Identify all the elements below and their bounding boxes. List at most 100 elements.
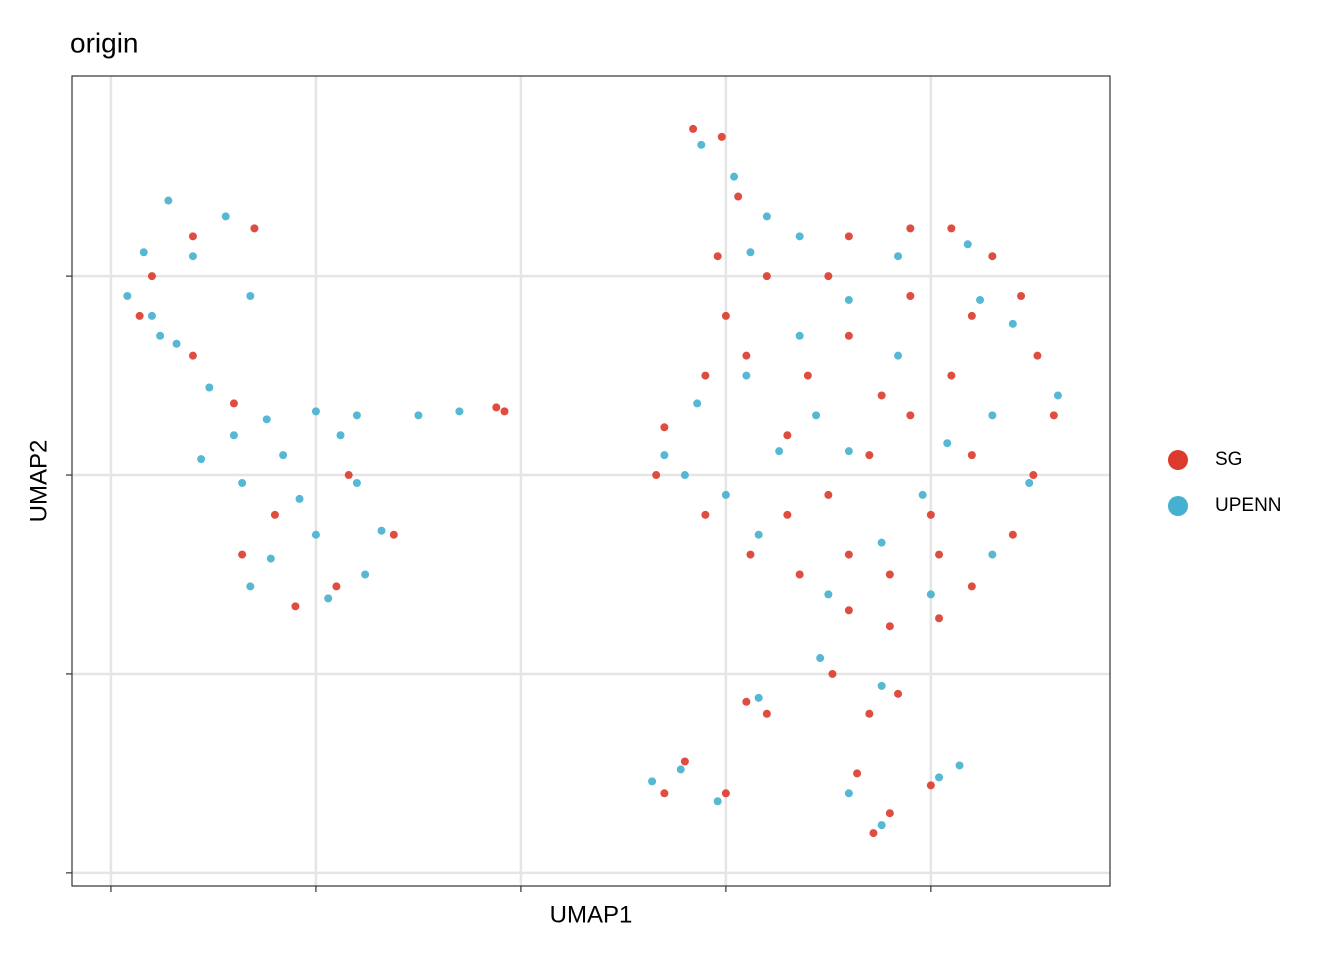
point [894,351,903,360]
point [389,530,398,539]
point [935,614,944,623]
point [1025,478,1034,487]
point [762,709,771,718]
point [455,407,464,416]
point [270,510,279,519]
point [926,510,935,519]
point [291,602,300,611]
point [844,447,853,456]
point [734,192,743,201]
point [762,212,771,221]
legend-swatch [1168,450,1188,470]
point [844,232,853,241]
point [693,399,702,408]
point [742,351,751,360]
point [352,478,361,487]
point [680,471,689,480]
point [947,224,956,233]
point [894,689,903,698]
point [947,371,956,380]
point [188,351,197,360]
point [721,311,730,320]
point [918,490,927,499]
point [500,407,509,416]
point [812,411,821,420]
point [697,140,706,149]
point [164,196,173,205]
point [877,821,886,830]
point [906,411,915,420]
point [123,292,132,301]
point [816,654,825,663]
point [844,789,853,798]
point [717,132,726,141]
point [262,415,271,424]
point [713,797,722,806]
point [865,709,874,718]
point [943,439,952,448]
point [147,311,156,320]
point [935,773,944,782]
point [336,431,345,440]
point [660,423,669,432]
point [935,550,944,559]
point [229,431,238,440]
point [885,622,894,631]
point [877,391,886,400]
point [721,490,730,499]
legend-label: SG [1215,449,1242,470]
point [762,272,771,281]
point [967,451,976,460]
point [660,451,669,460]
point [324,594,333,603]
point [828,669,837,678]
point [721,789,730,798]
point [414,411,423,420]
legend-label: UPENN [1215,495,1282,516]
panel-border [71,75,1111,887]
point [188,232,197,241]
point [344,471,353,480]
point [238,478,247,487]
point [295,494,304,503]
point [229,399,238,408]
legend-swatch [1168,496,1188,516]
point [680,757,689,766]
point [926,590,935,599]
point [988,252,997,261]
point [754,530,763,539]
point [746,550,755,559]
point [311,530,320,539]
point [746,248,755,257]
point [689,124,698,133]
point [754,693,763,702]
point [963,240,972,249]
point [865,451,874,460]
point [492,403,501,412]
point [906,292,915,301]
point [844,606,853,615]
point [701,510,710,519]
point [1029,471,1038,480]
point [205,383,214,392]
point [988,550,997,559]
point [906,224,915,233]
point [783,431,792,440]
point [853,769,862,778]
point [1017,292,1026,301]
point [1053,391,1062,400]
point [246,292,255,301]
point [332,582,341,591]
point [676,765,685,774]
point [352,411,361,420]
point [824,590,833,599]
point [795,331,804,340]
point [377,526,386,535]
point [877,681,886,690]
point [730,172,739,181]
point [967,582,976,591]
point [988,411,997,420]
point [824,490,833,499]
point [885,570,894,579]
